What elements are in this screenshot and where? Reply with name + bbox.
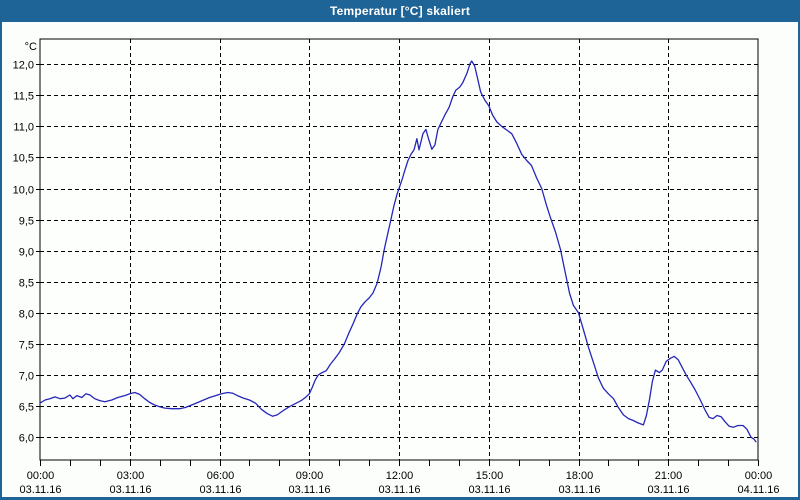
y-tick-label: 8,5: [19, 278, 34, 290]
y-tick-label: 9,5: [19, 216, 34, 228]
x-tick-time-label: 12:00: [386, 470, 414, 482]
y-tick-label: 6,0: [19, 433, 34, 445]
x-tick-time-label: 00:00: [27, 470, 55, 482]
y-axis-unit-label: °C: [25, 41, 37, 53]
y-tick-label: 10,5: [13, 153, 34, 165]
temperature-line: [39, 60, 757, 443]
x-tick-date-label: 03.11.16: [468, 484, 510, 496]
y-tick-label: 11,5: [13, 91, 34, 103]
x-tick-time-label: 00:00: [745, 470, 773, 482]
x-tick-date-label: 03.11.16: [288, 484, 330, 496]
x-tick-time-label: 18:00: [566, 470, 594, 482]
x-tick-date-label: 04.11.16: [737, 484, 779, 496]
y-tick-label: 12,0: [13, 60, 34, 72]
y-tick-label: 7,0: [19, 371, 34, 383]
x-tick-date-label: 03.11.16: [647, 484, 689, 496]
window-title: Temperatur [°C] skaliert: [329, 4, 471, 18]
x-tick-time-label: 09:00: [296, 470, 324, 482]
x-tick-time-label: 15:00: [476, 470, 504, 482]
y-tick-label: 6,5: [19, 402, 34, 414]
x-tick-time-label: 03:00: [117, 470, 145, 482]
y-tick-label: 8,0: [19, 309, 34, 321]
x-tick-date-label: 03.11.16: [558, 484, 600, 496]
x-tick-date-label: 03.11.16: [378, 484, 420, 496]
y-tick-label: 9,0: [19, 247, 34, 259]
x-tick-date-label: 03.11.16: [109, 484, 151, 496]
y-tick-label: 7,5: [19, 340, 34, 352]
x-tick-date-label: 03.11.16: [199, 484, 241, 496]
window-titlebar: Temperatur [°C] skaliert: [0, 0, 800, 22]
x-tick-date-label: 03.11.16: [19, 484, 61, 496]
x-tick-time-label: 06:00: [207, 470, 235, 482]
x-tick-time-label: 21:00: [655, 470, 683, 482]
y-tick-label: 10,0: [13, 185, 34, 197]
y-tick-label: 11,0: [13, 122, 34, 134]
